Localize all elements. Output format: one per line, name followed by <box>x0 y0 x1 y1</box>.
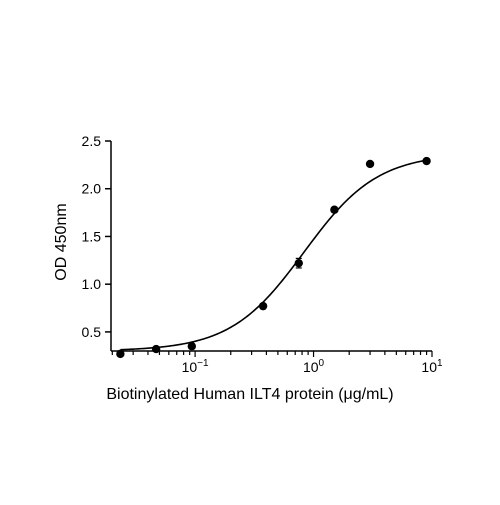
y-axis-title: OD 450nm <box>53 203 70 280</box>
fit-curve-group <box>120 159 427 351</box>
data-point <box>151 344 161 354</box>
axes: 0.5 1.0 1.5 2.0 2.5 10−1 100 101 <box>82 133 443 375</box>
data-point <box>294 258 303 268</box>
y-tick-label: 2.0 <box>82 181 102 197</box>
data-point <box>330 205 339 214</box>
x-tick-label: 101 <box>421 358 443 375</box>
data-point <box>187 342 197 351</box>
y-tick-label: 1.0 <box>82 276 102 292</box>
y-tick-label: 0.5 <box>82 324 102 340</box>
data-point <box>365 159 375 169</box>
x-tick-label: 10−1 <box>182 358 209 375</box>
y-tick-label: 2.5 <box>82 133 102 149</box>
x-tick-label: 100 <box>303 358 325 375</box>
data-point <box>116 349 125 359</box>
fit-curve <box>120 159 427 351</box>
y-tick-label: 1.5 <box>82 228 102 244</box>
data-point <box>422 156 431 166</box>
data-point <box>258 301 268 311</box>
x-axis-title: Biotinylated Human ILT4 protein (μg/mL) <box>106 386 393 403</box>
data-points <box>116 156 431 359</box>
